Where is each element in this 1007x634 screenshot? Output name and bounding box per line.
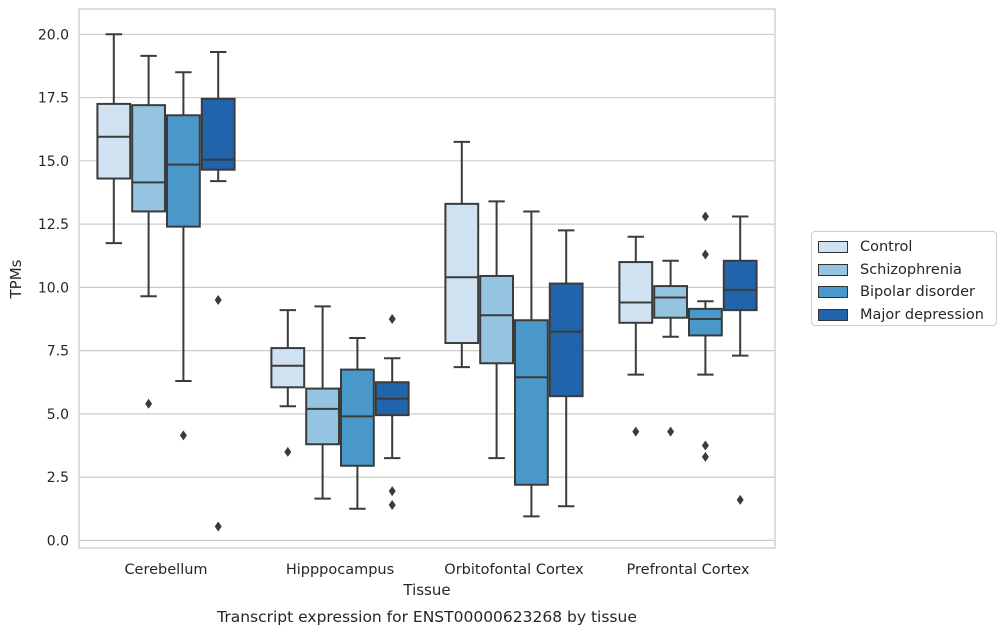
outlier-point-0 <box>179 430 187 441</box>
y-tick-label-2: 5.0 <box>47 407 69 423</box>
y-axis-label: TPMs <box>7 259 25 299</box>
legend-swatch-major-depression <box>818 308 848 321</box>
y-tick-label-7: 17.5 <box>38 91 69 107</box>
legend-item-schizophrenia: Schizophrenia <box>818 259 996 282</box>
legend-label-control: Control <box>860 239 913 256</box>
y-tick-labels: 0.0 2.5 5.0 7.5 10.0 12.5 15.0 17.5 20.0 <box>38 27 69 549</box>
outlier-point-0 <box>667 426 675 437</box>
chart-title: Transcript expression for ENST0000062326… <box>216 608 637 626</box>
x-tick-label-prefrontal-cortex: Prefrontal Cortex <box>627 562 750 578</box>
y-tick-label-6: 15.0 <box>38 154 69 170</box>
box-cerebellum-schizophrenia <box>131 54 166 409</box>
box-hipppocampus-bipolar-disorder <box>340 336 375 510</box>
box-orbitofontal-cortex-bipolar-disorder <box>514 210 549 518</box>
box-prefrontal-cortex-bipolar-disorder <box>688 211 723 462</box>
outlier-point-0 <box>214 295 222 306</box>
outlier-point-0 <box>388 313 396 324</box>
grid-lines <box>79 33 775 542</box>
box-body <box>548 282 584 398</box>
outlier-point-1 <box>701 451 709 462</box>
legend-item-control: Control <box>818 236 996 259</box>
outlier-point-0 <box>145 398 153 409</box>
box-cerebellum-bipolar-disorder <box>166 71 201 441</box>
y-tick-label-1: 2.5 <box>47 470 69 486</box>
box-hipppocampus-control <box>270 309 306 457</box>
box-body <box>270 347 306 389</box>
legend-swatch-control <box>818 241 848 254</box>
x-tick-label-orbitofontal-cortex: Orbitofontal Cortex <box>444 562 584 578</box>
x-axis-label: Tissue <box>402 581 450 599</box>
y-tick-label-4: 10.0 <box>38 280 69 296</box>
box-body <box>479 274 515 365</box>
box-cerebellum-major-depression <box>200 51 236 532</box>
outlier-point-1 <box>388 486 396 497</box>
legend-label-major-depression: Major depression <box>860 306 984 323</box>
box-body <box>653 285 689 319</box>
box-body <box>722 259 758 312</box>
outlier-point-0 <box>632 426 640 437</box>
legend-item-bipolar-disorder: Bipolar disorder <box>818 281 996 304</box>
box-orbitofontal-cortex-major-depression <box>548 229 584 508</box>
x-tick-label-hipppocampus: Hipppocampus <box>286 562 394 578</box>
y-tick-label-5: 12.5 <box>38 217 69 233</box>
legend-swatch-schizophrenia <box>818 263 848 276</box>
outlier-point-3 <box>701 211 709 222</box>
box-orbitofontal-cortex-control <box>444 140 480 369</box>
box-prefrontal-cortex-schizophrenia <box>653 259 689 437</box>
box-prefrontal-cortex-control <box>618 235 654 437</box>
legend-label-bipolar-disorder: Bipolar disorder <box>860 284 975 301</box>
y-tick-label-3: 7.5 <box>47 344 69 360</box>
outlier-point-0 <box>736 494 744 505</box>
box-prefrontal-cortex-major-depression <box>722 215 758 505</box>
box-hipppocampus-major-depression <box>374 313 410 510</box>
y-tick-label-0: 0.0 <box>47 533 69 549</box>
plot-area-frame <box>78 8 776 549</box>
box-body <box>200 97 236 171</box>
outlier-point-0 <box>701 440 709 451</box>
outlier-point-0 <box>284 446 292 457</box>
box-body <box>166 114 201 228</box>
box-body <box>514 319 549 486</box>
box-orbitofontal-cortex-schizophrenia <box>479 200 515 460</box>
box-body <box>340 368 375 467</box>
legend-label-schizophrenia: Schizophrenia <box>860 261 962 278</box>
x-tick-labels: Cerebellum Hipppocampus Orbitofontal Corte… <box>124 562 749 578</box>
y-tick-label-8: 20.0 <box>38 27 69 43</box>
box-body <box>305 387 341 446</box>
x-tick-label-cerebellum: Cerebellum <box>124 562 207 578</box>
box-body <box>131 104 166 213</box>
box-body <box>618 261 654 324</box>
box-cerebellum-control <box>96 33 132 245</box>
outlier-point-2 <box>388 499 396 510</box>
legend-item-major-depression: Major depression <box>818 304 996 327</box>
legend: Control Schizophrenia Bipolar disorder M… <box>811 231 997 326</box>
boxplots <box>96 33 758 532</box>
box-body <box>96 102 132 180</box>
box-body <box>444 202 480 345</box>
box-body <box>688 307 723 337</box>
outlier-point-1 <box>214 521 222 532</box>
box-hipppocampus-schizophrenia <box>305 305 341 500</box>
outlier-point-2 <box>701 249 709 260</box>
legend-swatch-bipolar-disorder <box>818 286 848 299</box>
